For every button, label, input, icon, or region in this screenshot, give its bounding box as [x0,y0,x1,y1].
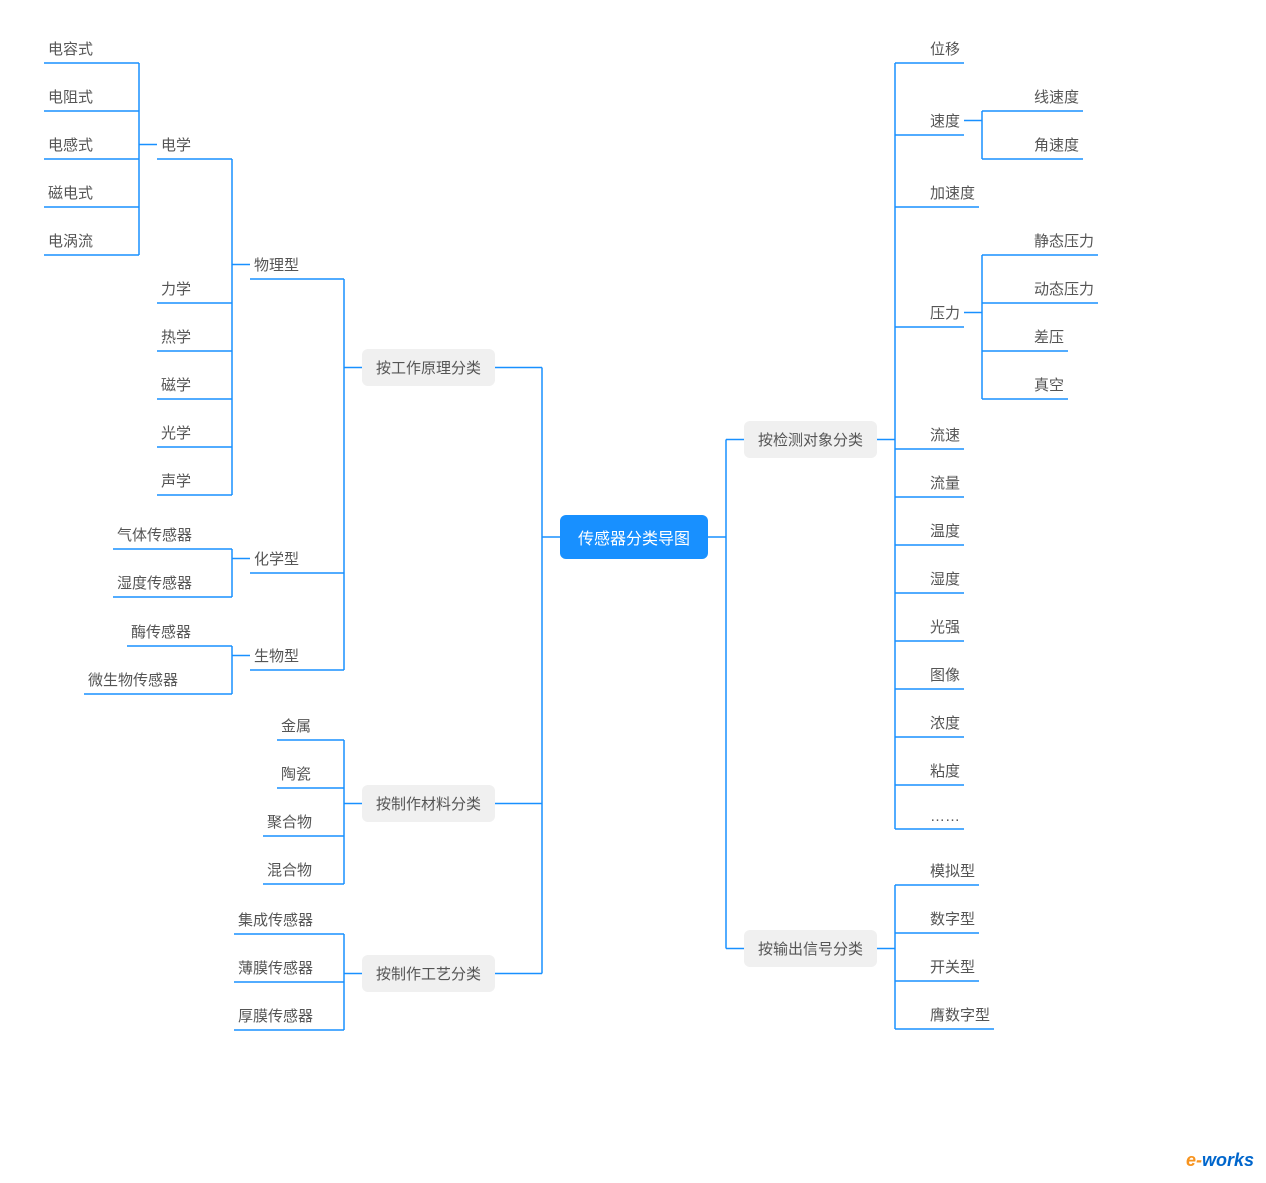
node-phys_opt: 光学 [157,420,195,445]
node-obj_flow: 流量 [926,470,964,495]
node-chem_gas: 气体传感器 [113,522,196,547]
node-press_vac: 真空 [1030,372,1068,397]
node-out_pseudo: 膺数字型 [926,1002,994,1027]
node-elec_ind: 电感式 [44,132,97,157]
node-obj_light: 光强 [926,614,964,639]
mindmap-canvas: e-works 传感器分类导图 按工作原理分类按制作材料分类按制作工艺分类 按检测对… [0,0,1266,1183]
node-out_digital: 数字型 [926,906,979,931]
node-proc_thin: 薄膜传感器 [234,955,317,980]
node-b_process: 按制作工艺分类 [362,955,495,992]
node-elec_res: 电阻式 [44,84,97,109]
node-proc_thick: 厚膜传感器 [234,1003,317,1028]
node-obj_temp: 温度 [926,518,964,543]
node-press_dyn: 动态压力 [1030,276,1098,301]
node-obj_image: 图像 [926,662,964,687]
node-elec_cap: 电容式 [44,36,97,61]
node-b_output: 按输出信号分类 [744,930,877,967]
node-obj_visc: 粘度 [926,758,964,783]
node-p_physical: 物理型 [250,252,303,277]
node-phys_acou: 声学 [157,468,195,493]
node-bio_micro: 微生物传感器 [84,667,182,692]
node-mat_metal: 金属 [277,713,315,738]
node-chem_hum: 湿度传感器 [113,570,196,595]
node-b_object: 按检测对象分类 [744,421,877,458]
node-out_analog: 模拟型 [926,858,979,883]
node-mat_hybrid: 混合物 [263,857,316,882]
node-bio_enzyme: 酶传感器 [127,619,195,644]
watermark: e-works [1186,1150,1254,1171]
node-obj_speed: 速度 [926,108,964,133]
node-out_switch: 开关型 [926,954,979,979]
node-press_static: 静态压力 [1030,228,1098,253]
node-elec_me: 磁电式 [44,180,97,205]
node-press_diff: 差压 [1030,324,1068,349]
node-obj_conc: 浓度 [926,710,964,735]
watermark-accent: works [1202,1150,1254,1170]
node-b_material: 按制作材料分类 [362,785,495,822]
node-b_principle: 按工作原理分类 [362,349,495,386]
watermark-prefix: e- [1186,1150,1202,1170]
node-phys_mag: 磁学 [157,372,195,397]
node-obj_humid: 湿度 [926,566,964,591]
node-obj_fspeed: 流速 [926,422,964,447]
node-obj_more: …… [926,806,964,827]
node-root: 传感器分类导图 [560,515,708,559]
node-obj_accel: 加速度 [926,180,979,205]
node-mat_polymer: 聚合物 [263,809,316,834]
node-proc_int: 集成传感器 [234,907,317,932]
node-phys_heat: 热学 [157,324,195,349]
node-speed_lin: 线速度 [1030,84,1083,109]
node-elec_eddy: 电涡流 [44,228,97,253]
node-phys_mech: 力学 [157,276,195,301]
node-mat_ceramic: 陶瓷 [277,761,315,786]
node-phys_elec: 电学 [157,132,195,157]
node-speed_ang: 角速度 [1030,132,1083,157]
node-p_chemical: 化学型 [250,546,303,571]
node-p_bio: 生物型 [250,643,303,668]
node-obj_disp: 位移 [926,36,964,61]
node-obj_press: 压力 [926,300,964,325]
